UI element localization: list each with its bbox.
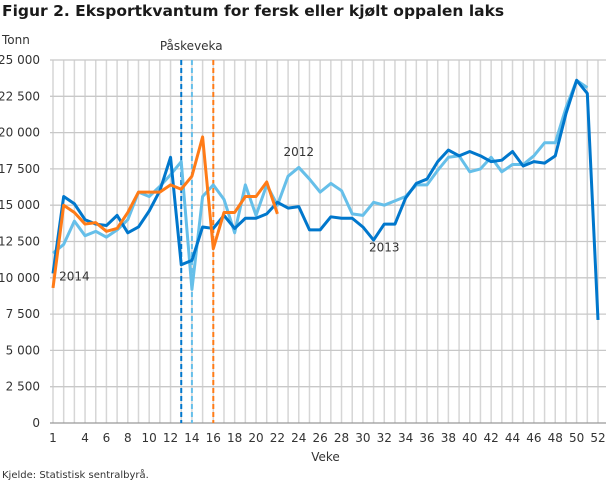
series-label-2014: 2014 (59, 270, 90, 284)
x-tick-label: 26 (313, 431, 328, 445)
x-tick-label: 44 (505, 431, 520, 445)
x-tick-label: 10 (142, 431, 157, 445)
y-tick-label: 20 000 (0, 126, 40, 140)
x-tick-label: 20 (248, 431, 263, 445)
x-tick-label: 50 (569, 431, 584, 445)
y-tick-label: 2 500 (6, 380, 40, 394)
y-tick-label: 25 000 (0, 53, 40, 67)
x-tick-label: 14 (184, 431, 199, 445)
x-tick-label: 18 (227, 431, 242, 445)
easter-annotation-label: Påskeveka (160, 39, 223, 53)
x-axis-label: Veke (311, 450, 340, 464)
x-tick-label: 12 (163, 431, 178, 445)
source-note: Kjelde: Statistisk sentralbyrå. (2, 470, 149, 481)
x-tick-label: 52 (590, 431, 605, 445)
y-tick-label: 15 000 (0, 198, 40, 212)
y-tick-label: 7 500 (6, 307, 40, 321)
x-tick-label: 24 (291, 431, 306, 445)
x-tick-label: 4 (81, 431, 89, 445)
y-tick-label: 17 500 (0, 162, 40, 176)
x-tick-label: 30 (355, 431, 370, 445)
y-tick-label: 10 000 (0, 271, 40, 285)
x-tick-label: 36 (419, 431, 434, 445)
y-axis-label: Tonn (1, 33, 30, 47)
x-tick-label: 16 (206, 431, 221, 445)
x-tick-label: 8 (124, 431, 132, 445)
x-tick-label: 1 (49, 431, 57, 445)
y-tick-label: 22 500 (0, 89, 40, 103)
x-tick-label: 48 (548, 431, 563, 445)
x-tick-label: 32 (377, 431, 392, 445)
x-tick-label: 6 (103, 431, 111, 445)
x-tick-label: 34 (398, 431, 413, 445)
x-tick-label: 46 (526, 431, 541, 445)
x-tick-label: 40 (462, 431, 477, 445)
chart-title: Figur 2. Eksportkvantum for fersk eller … (2, 2, 505, 20)
series-line-2014 (51, 135, 279, 289)
y-tick-label: 0 (32, 416, 40, 430)
x-tick-label: 42 (483, 431, 498, 445)
x-tick-label: 22 (270, 431, 285, 445)
x-tick-label: 28 (334, 431, 349, 445)
series-line-2013 (51, 78, 600, 320)
series-label-2012: 2012 (284, 145, 315, 159)
series-label-2013: 2013 (369, 241, 400, 255)
x-tick-label: 38 (441, 431, 456, 445)
y-tick-label: 12 500 (0, 235, 40, 249)
y-tick-label: 5 000 (6, 343, 40, 357)
